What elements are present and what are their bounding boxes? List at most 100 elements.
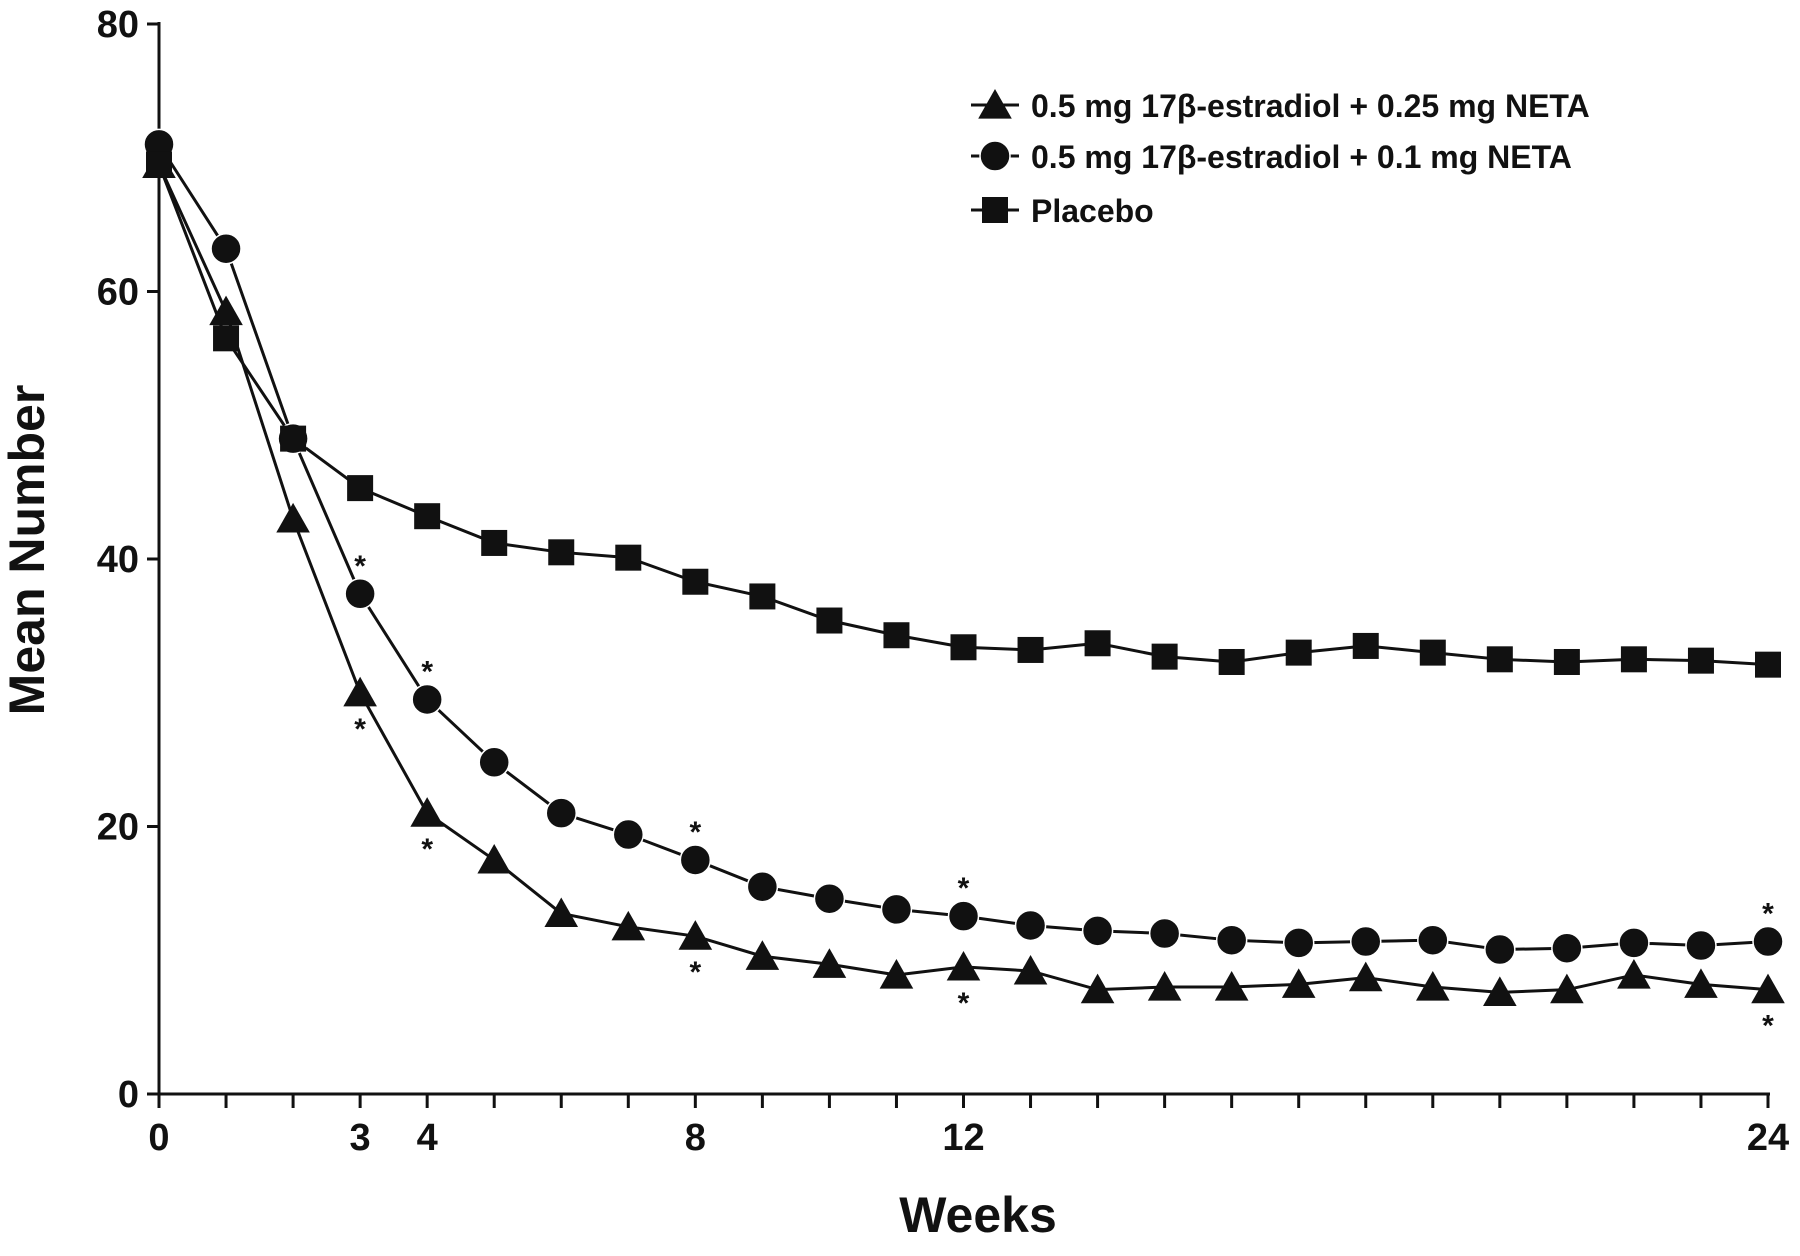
data-point-square xyxy=(548,539,575,566)
legend-marker-circle xyxy=(979,140,1011,172)
data-point-square xyxy=(414,503,441,530)
data-point-triangle xyxy=(879,958,914,989)
data-point-square xyxy=(1687,647,1714,674)
data-point-circle xyxy=(1752,925,1784,958)
series-line-circle xyxy=(157,143,1769,952)
data-point-triangle xyxy=(745,940,780,970)
series-markers xyxy=(142,128,1785,1006)
x-tick-label: 0 xyxy=(148,1117,169,1159)
data-point-circle xyxy=(1215,924,1248,956)
data-point-triangle xyxy=(1214,971,1249,1001)
data-point-circle xyxy=(679,844,712,876)
data-point-square xyxy=(1285,639,1312,666)
data-point-circle xyxy=(1350,925,1382,958)
data-point-triangle xyxy=(1013,954,1048,985)
data-point-triangle xyxy=(1281,968,1316,998)
data-point-square xyxy=(1755,651,1781,678)
significance-star: * xyxy=(689,956,701,989)
data-point-triangle xyxy=(1617,958,1651,989)
legend-label: 0.5 mg 17β-estradiol + 0.25 mg NETA xyxy=(1031,88,1590,124)
data-point-circle xyxy=(344,578,376,610)
x-tick-label: 24 xyxy=(1747,1117,1789,1159)
data-point-triangle xyxy=(1415,971,1450,1001)
legend: 0.5 mg 17β-estradiol + 0.25 mg NETA 0.5 m… xyxy=(971,88,1590,229)
data-point-triangle xyxy=(276,502,310,533)
data-point-square xyxy=(1084,630,1111,657)
significance-star: * xyxy=(958,872,970,905)
significance-markers: * * * * * * * * * * xyxy=(354,550,1774,1043)
axes: 0 20 40 60 80 0 3 4 8 12 24 xyxy=(97,4,1789,1159)
data-point-circle xyxy=(1551,932,1583,964)
x-tick-label: 12 xyxy=(942,1117,984,1159)
series-line-square xyxy=(157,163,1769,667)
data-point-circle xyxy=(612,818,645,851)
x-tick-label: 3 xyxy=(350,1117,371,1159)
data-point-square xyxy=(682,568,709,595)
data-point-circle xyxy=(411,683,443,716)
legend-marker-square xyxy=(982,197,1008,223)
data-point-triangle xyxy=(1684,968,1718,998)
data-point-square xyxy=(615,544,642,571)
data-point-triangle xyxy=(678,920,713,950)
y-tick-label: 0 xyxy=(118,1074,139,1116)
data-point-square xyxy=(146,151,172,178)
data-point-circle xyxy=(947,900,980,932)
data-point-circle xyxy=(1014,909,1047,942)
data-point-square xyxy=(1553,648,1580,675)
series-lines xyxy=(157,143,1769,994)
data-point-square xyxy=(1419,639,1446,666)
data-point-square xyxy=(1486,646,1513,673)
data-point-triangle xyxy=(1550,973,1584,1004)
data-point-triangle xyxy=(1080,973,1115,1004)
data-point-circle xyxy=(1148,917,1181,950)
data-point-triangle xyxy=(611,910,646,941)
data-point-triangle xyxy=(544,897,579,928)
significance-star: * xyxy=(354,713,366,746)
data-point-square xyxy=(1352,632,1379,659)
data-point-square xyxy=(950,634,977,661)
data-point-triangle xyxy=(1751,973,1785,1004)
data-point-square xyxy=(816,607,843,634)
data-point-square xyxy=(883,622,910,649)
y-tick-label: 60 xyxy=(97,272,139,314)
data-point-square xyxy=(280,425,307,452)
data-point-circle xyxy=(880,893,913,926)
data-point-circle xyxy=(210,232,242,265)
data-point-square xyxy=(1017,636,1044,663)
legend-label: 0.5 mg 17β-estradiol + 0.1 mg NETA xyxy=(1031,139,1572,175)
x-tick-label: 4 xyxy=(417,1117,438,1159)
y-axis-title: Mean Number xyxy=(0,385,55,716)
significance-star: * xyxy=(1762,1010,1774,1043)
significance-star: * xyxy=(421,655,433,688)
data-point-circle xyxy=(545,797,577,829)
data-point-triangle xyxy=(946,950,981,981)
legend-marker-triangle xyxy=(978,89,1012,119)
data-point-circle xyxy=(1081,915,1114,947)
data-point-square xyxy=(347,475,374,502)
data-point-triangle xyxy=(1483,976,1517,1006)
data-point-triangle xyxy=(1147,971,1182,1001)
legend-label: Placebo xyxy=(1031,193,1154,229)
data-point-circle xyxy=(1417,924,1449,956)
data-point-square xyxy=(1151,643,1178,670)
x-tick-label: 8 xyxy=(685,1117,706,1159)
significance-star: * xyxy=(354,550,366,583)
data-point-square xyxy=(749,583,776,610)
data-point-circle xyxy=(1484,933,1516,966)
data-point-triangle xyxy=(477,843,512,874)
series-line-triangle xyxy=(157,163,1769,994)
data-point-circle xyxy=(746,870,779,903)
data-point-square xyxy=(1620,646,1647,673)
significance-star: * xyxy=(1762,898,1774,931)
significance-star: * xyxy=(958,987,970,1020)
data-point-circle xyxy=(1282,927,1315,959)
data-point-triangle xyxy=(812,948,847,978)
data-point-square xyxy=(481,529,508,556)
y-tick-label: 20 xyxy=(97,807,139,849)
data-point-circle xyxy=(1685,929,1717,962)
data-point-square xyxy=(213,325,240,352)
data-point-square xyxy=(1218,648,1245,675)
y-tick-label: 80 xyxy=(97,4,139,46)
data-point-triangle xyxy=(1348,961,1383,992)
